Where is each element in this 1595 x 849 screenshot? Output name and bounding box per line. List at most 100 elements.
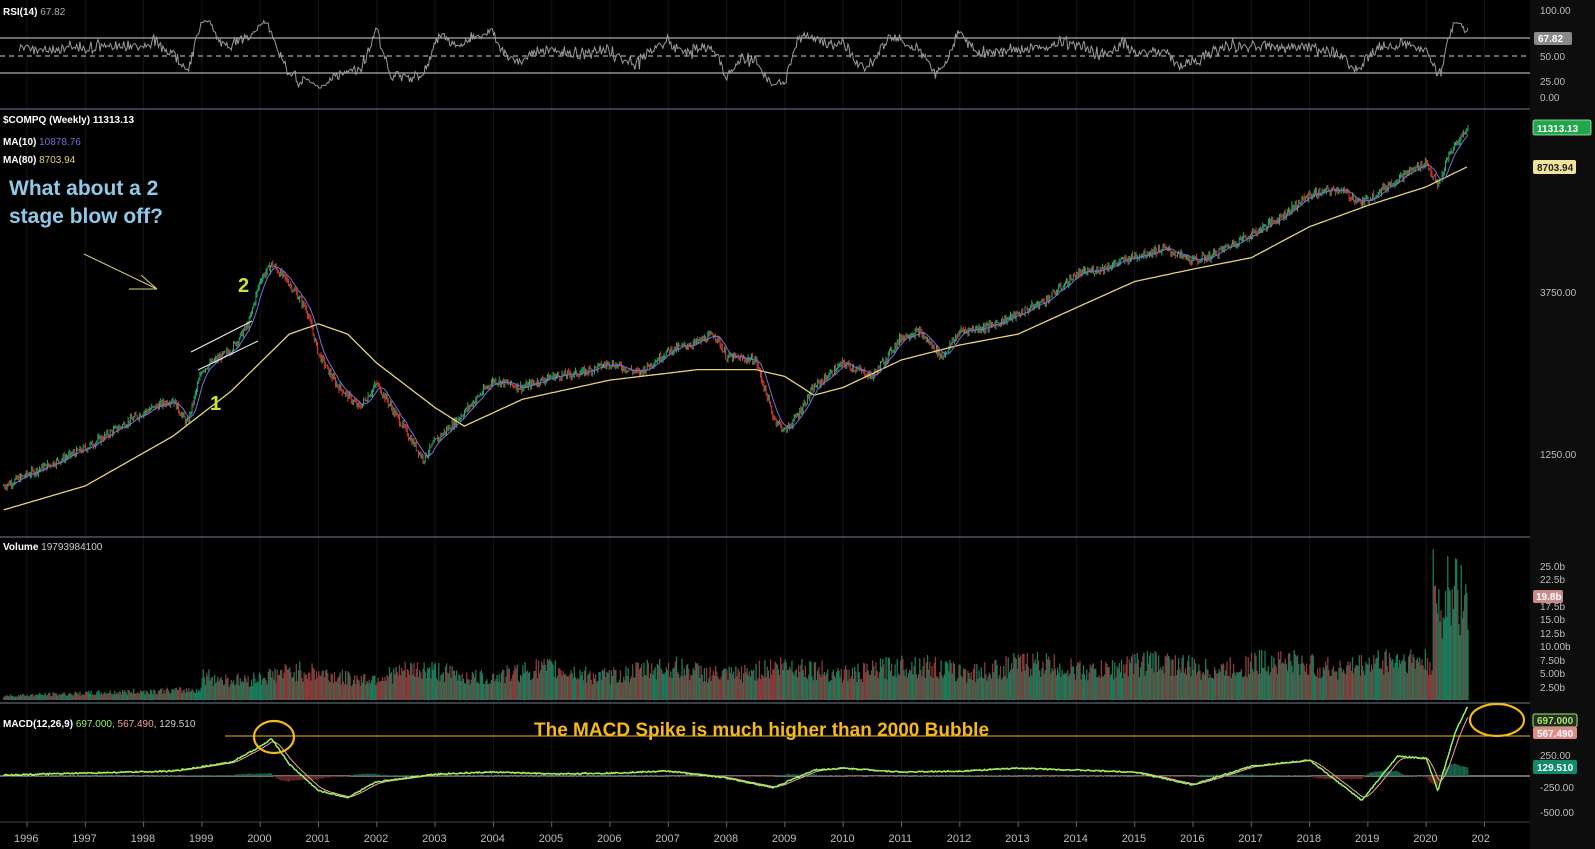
volume-bar xyxy=(1268,674,1271,700)
volume-bar xyxy=(506,665,508,700)
volume-bar xyxy=(1090,667,1092,700)
volume-bar xyxy=(999,666,1002,700)
volume-bar xyxy=(1365,661,1367,700)
volume-bar xyxy=(1073,673,1076,700)
rsi-panel[interactable]: RSI(14) 67.82 100.00 50.00 25.00 0.00 67… xyxy=(0,6,1572,104)
volume-bar xyxy=(539,673,541,700)
volume-bar xyxy=(45,695,47,700)
volume-bar xyxy=(68,693,70,700)
volume-bar xyxy=(1410,649,1412,700)
volume-bar xyxy=(829,680,831,700)
volume-bar xyxy=(285,665,287,700)
volume-bar xyxy=(63,692,65,700)
volume-bar xyxy=(314,679,317,700)
volume-bar xyxy=(99,694,101,700)
volume-bar xyxy=(115,694,117,700)
volume-bar xyxy=(117,693,119,700)
volume-bar xyxy=(1423,669,1425,700)
volume-bar xyxy=(1421,659,1423,700)
volume-bar xyxy=(52,692,54,700)
volume-bar xyxy=(754,680,756,700)
volume-bar xyxy=(1259,673,1262,700)
volume-bar xyxy=(465,683,467,700)
volume-bar xyxy=(711,675,713,700)
volume-bar xyxy=(1161,669,1163,700)
volume-bar xyxy=(1406,673,1409,700)
volume-bar xyxy=(559,668,561,700)
volume-bar xyxy=(1446,616,1448,700)
volume-bar xyxy=(113,694,115,700)
volume-bar xyxy=(511,678,513,700)
volume-bar xyxy=(416,662,419,700)
volume-bar xyxy=(970,671,972,700)
volume-bar xyxy=(791,660,793,700)
volume-bar xyxy=(363,674,365,700)
volume-bar xyxy=(30,694,32,700)
volume-bar xyxy=(1360,655,1363,700)
volume-bar xyxy=(130,692,133,700)
volume-bar xyxy=(616,682,618,700)
volume-bar xyxy=(1265,670,1267,700)
volume-bar xyxy=(1316,676,1318,700)
volume-bar xyxy=(855,671,857,700)
volume-bar xyxy=(1004,676,1006,700)
volume-bar xyxy=(234,685,236,700)
volume-panel[interactable]: Volume 19793984100 25.0b 22.5b 17.5b 15.… xyxy=(3,542,1571,700)
volume-bar xyxy=(653,670,655,700)
volume-bar xyxy=(592,673,595,700)
volume-bar xyxy=(35,694,37,700)
volume-bar xyxy=(167,690,170,700)
volume-bar xyxy=(165,689,167,700)
volume-bar xyxy=(1311,654,1313,700)
volume-bar xyxy=(507,669,509,700)
volume-bar xyxy=(771,674,773,700)
volume-bar xyxy=(842,679,845,700)
price-tick-3750: 3750.00 xyxy=(1540,288,1577,299)
volume-bar xyxy=(808,674,810,700)
volume-bar xyxy=(1159,669,1161,700)
volume-bar xyxy=(894,664,896,700)
volume-bar xyxy=(1283,663,1285,700)
volume-bar xyxy=(373,675,375,700)
volume-bar xyxy=(296,681,299,700)
volume-bar xyxy=(573,666,575,700)
volume-bar xyxy=(1346,665,1348,700)
volume-bar xyxy=(865,672,867,700)
volume-bar xyxy=(41,694,43,700)
price-panel[interactable]: $COMPQ (Weekly) 11313.13 MA(10) 10878.76… xyxy=(3,115,1592,511)
volume-bar xyxy=(534,670,536,700)
volume-bar xyxy=(1003,665,1005,700)
volume-bar xyxy=(1060,677,1062,700)
volume-bar xyxy=(102,693,105,700)
volume-bar xyxy=(489,683,491,700)
volume-bar xyxy=(796,677,799,700)
volume-bar xyxy=(607,673,609,700)
volume-bar xyxy=(1456,559,1458,700)
volume-bar xyxy=(799,672,801,700)
volume-bar xyxy=(831,672,833,700)
volume-bar xyxy=(443,682,445,700)
volume-bar xyxy=(123,691,125,700)
volume-bar xyxy=(576,679,578,700)
volume-bar xyxy=(359,685,361,700)
volume-bar xyxy=(180,687,182,700)
volume-bar xyxy=(321,671,323,700)
volume-bar xyxy=(617,682,619,700)
volume-bar xyxy=(1318,678,1320,700)
volume-bar xyxy=(995,659,997,700)
volume-bar xyxy=(527,673,530,700)
volume-bar xyxy=(1434,585,1437,700)
volume-bar xyxy=(667,662,670,700)
volume-bar xyxy=(562,671,564,700)
volume-bar xyxy=(342,681,345,700)
volume-bar xyxy=(40,694,42,700)
volume-bar xyxy=(1033,663,1035,700)
volume-bar xyxy=(179,686,181,700)
volume-bar xyxy=(382,677,384,700)
x-label-2020: 2020 xyxy=(1413,833,1437,845)
macd-panel[interactable]: MACD(12,26,9) 697.000, 567.490, 129.510 … xyxy=(0,702,1578,819)
volume-bar xyxy=(84,691,87,700)
volume-bar xyxy=(341,669,343,700)
volume-bar xyxy=(541,661,543,700)
